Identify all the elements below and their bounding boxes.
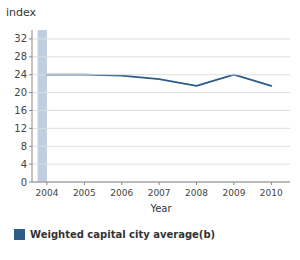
x-tick [196,182,197,185]
x-tick [233,182,234,185]
title: index [6,6,37,19]
y-tick-label: 12 [14,123,27,134]
y-tick-label: 28 [14,51,27,62]
x-tick-label: 2004 [36,188,59,198]
grid-line [32,56,290,57]
y-tick-label: 20 [14,87,27,98]
x-tick-label: 2005 [73,188,96,198]
y-tick-label: 4 [21,159,27,170]
y-tick-label: 0 [21,177,27,188]
x-axis-line [32,182,290,183]
grid-line [32,38,290,39]
x-tick [271,182,272,185]
grid-line [32,146,290,147]
grid-line [32,164,290,165]
x-tick [121,182,122,185]
x-axis-label: Year [149,203,172,214]
chart: 0 4 8 12 16 20 24 28 32 2004 2005 2006 2007 2008 2009 2… [0,0,300,260]
x-tick-label: 2010 [260,188,283,198]
y-tick-label: 32 [14,33,27,44]
x-tick-label: 2008 [185,188,208,198]
x-tick [159,182,160,185]
x-tick [46,182,47,185]
y-tick-label: 8 [21,141,27,152]
shaded-span [38,30,47,182]
x-tick-label: 2009 [222,188,245,198]
grid-line [32,128,290,129]
grid-line [32,92,290,93]
grid-line [32,182,290,183]
legend: Weighted capital city average(b) [14,229,215,240]
x-tick-label: 2007 [148,188,171,198]
x-tick [84,182,85,185]
grid-line [32,74,290,75]
line [47,75,271,86]
y-axis-line [32,30,33,182]
y-tick-label: 16 [14,105,27,116]
legend-label: Weighted capital city average(b) [30,229,215,240]
x-tick-label: 2006 [110,188,133,198]
grid-line [32,110,290,111]
y-tick-label: 24 [14,69,27,80]
plot-area [38,30,272,182]
legend-swatch [14,229,25,240]
